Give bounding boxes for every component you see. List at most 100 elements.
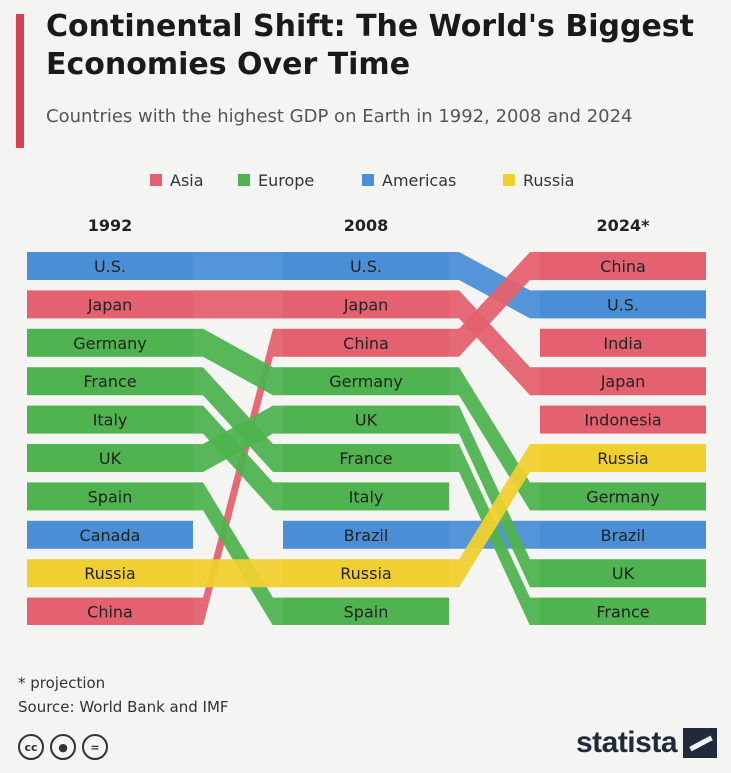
legend-swatch-asia <box>150 174 162 186</box>
bar-label-u-s-2008: U.S. <box>350 257 382 276</box>
bar-u-s-2008 <box>283 252 449 280</box>
legend-swatch-americas <box>362 174 374 186</box>
bar-italy-2008 <box>283 482 449 511</box>
bar-label-china-2008: China <box>343 334 389 353</box>
country-track-italy: Italy Italy <box>27 405 449 511</box>
legend-label-asia: Asia <box>170 171 204 190</box>
country-track-brazil: Brazil Brazil <box>283 520 706 549</box>
bar-uk-2008 <box>283 405 449 434</box>
connector-u-s-1 <box>449 252 540 319</box>
connector-france-0 <box>193 367 283 472</box>
statista-logo[interactable]: statista <box>576 726 717 760</box>
source-note: Source: World Bank and IMF <box>18 698 229 716</box>
bar-uk-1992 <box>27 444 193 472</box>
bar-japan-2008 <box>283 290 449 319</box>
bar-label-germany-2024: Germany <box>586 487 660 506</box>
country-track-u-s: U.S. U.S. U.S. <box>27 252 706 319</box>
country-track-china: China China China <box>27 252 706 625</box>
connector-china-1 <box>449 252 540 357</box>
bar-label-canada-1992: Canada <box>80 526 141 545</box>
column-header-2024: 2024* <box>597 216 651 235</box>
bar-indonesia-2024 <box>540 405 706 434</box>
connector-france-1 <box>449 444 540 625</box>
connector-uk-0 <box>193 405 283 472</box>
country-track-uk: UK UK UK <box>27 405 706 588</box>
country-track-spain: Spain Spain <box>27 482 449 625</box>
bar-japan-1992 <box>27 290 193 319</box>
bar-china-2024 <box>540 252 706 280</box>
bar-label-china-1992: China <box>87 603 133 622</box>
legend-label-russia: Russia <box>523 171 574 190</box>
bar-label-japan-2008: Japan <box>343 295 389 314</box>
accent-bar <box>16 14 24 148</box>
country-track-indonesia: Indonesia <box>540 405 706 434</box>
bar-label-russia-1992: Russia <box>84 564 135 583</box>
bar-germany-2024 <box>540 482 706 511</box>
bar-label-france-2024: France <box>596 603 649 622</box>
bar-label-spain-2008: Spain <box>344 603 389 622</box>
bar-label-russia-2008: Russia <box>340 564 391 583</box>
chart-legend: Asia Europe Americas Russia <box>150 171 574 190</box>
cc-icon[interactable]: cc <box>18 734 44 760</box>
bar-france-1992 <box>27 367 193 396</box>
bar-france-2008 <box>283 444 449 472</box>
bar-italy-1992 <box>27 405 193 434</box>
bar-canada-1992 <box>27 520 193 549</box>
country-track-canada: Canada <box>27 520 193 549</box>
bar-label-uk-1992: UK <box>99 449 122 468</box>
bump-chart: 1992 2008 2024*U.S. U.S.U.S.Canada Brazil Bra… <box>27 216 706 625</box>
bar-spain-2008 <box>283 597 449 625</box>
bar-label-uk-2024: UK <box>612 564 635 583</box>
connector-germany-0 <box>193 328 283 396</box>
bar-germany-2008 <box>283 367 449 396</box>
bar-russia-2024 <box>540 444 706 472</box>
license-icons: cc ● = <box>18 734 108 760</box>
column-header-1992: 1992 <box>88 216 133 235</box>
connector-russia-0 <box>193 559 283 588</box>
bar-label-brazil-2024: Brazil <box>601 526 646 545</box>
bar-label-u-s-2024: U.S. <box>607 295 639 314</box>
attribution-icon[interactable]: ● <box>50 734 76 760</box>
country-track-france: France France France <box>27 367 706 625</box>
bar-label-russia-2024: Russia <box>597 449 648 468</box>
connector-spain-0 <box>193 482 283 625</box>
bar-u-s-2024 <box>540 290 706 319</box>
bar-russia-2008 <box>283 559 449 588</box>
bar-label-germany-2008: Germany <box>329 372 403 391</box>
bar-france-2024 <box>540 597 706 625</box>
connector-u-s-0 <box>193 252 283 280</box>
bar-label-japan-1992: Japan <box>87 295 133 314</box>
bar-spain-1992 <box>27 482 193 511</box>
bar-label-indonesia-2024: Indonesia <box>584 411 661 430</box>
bar-label-china-2024: China <box>600 257 646 276</box>
footnote: * projection <box>18 674 106 692</box>
bar-label-france-2008: France <box>339 449 392 468</box>
chart-title: Continental Shift: The World's Biggest E… <box>46 9 694 82</box>
bar-label-italy-1992: Italy <box>93 411 128 430</box>
no-derivatives-icon[interactable]: = <box>82 734 108 760</box>
bar-uk-2024 <box>540 559 706 588</box>
bar-label-brazil-2008: Brazil <box>344 526 389 545</box>
legend-swatch-russia <box>503 174 515 186</box>
bar-china-2008 <box>283 328 449 357</box>
connector-japan-0 <box>193 290 283 319</box>
connector-italy-0 <box>193 405 283 511</box>
bar-japan-2024 <box>540 367 706 396</box>
bar-brazil-2024 <box>540 520 706 549</box>
connector-uk-1 <box>449 405 540 588</box>
legend-swatch-europe <box>238 174 250 186</box>
legend-label-europe: Europe <box>258 171 314 190</box>
statista-mark-icon <box>683 728 717 758</box>
bar-label-japan-2024: Japan <box>600 372 646 391</box>
bar-label-india-2024: India <box>603 334 642 353</box>
bar-india-2024 <box>540 328 706 357</box>
brand-name: statista <box>575 726 678 759</box>
bar-germany-1992 <box>27 328 193 357</box>
country-track-india: India <box>540 328 706 357</box>
bar-label-france-1992: France <box>83 372 136 391</box>
bar-label-spain-1992: Spain <box>88 487 133 506</box>
country-track-russia: Russia Russia Russia <box>27 444 706 588</box>
bar-brazil-2008 <box>283 520 449 549</box>
bar-china-1992 <box>27 597 193 625</box>
bar-label-uk-2008: UK <box>355 411 378 430</box>
